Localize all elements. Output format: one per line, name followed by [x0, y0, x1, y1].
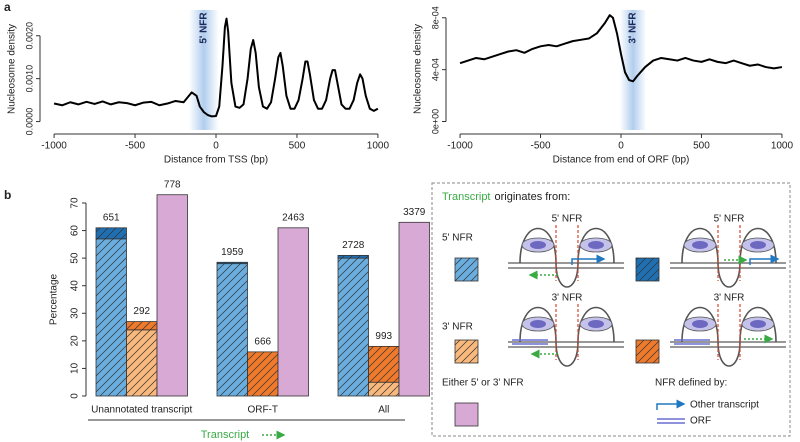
x-tick-label: -500 — [531, 141, 551, 152]
nfr-label: 5' NFR — [198, 12, 209, 44]
legend-swatch — [635, 257, 660, 282]
x-tick-label: 0 — [618, 141, 624, 152]
x-tick-label: -1000 — [41, 141, 67, 152]
count-label: 1959 — [221, 247, 244, 258]
dna-loop — [519, 227, 615, 288]
panel-label: a — [4, 0, 11, 14]
key-label: Other transcript — [690, 400, 759, 411]
other-transcript-arrow — [571, 254, 606, 265]
density-line — [53, 17, 379, 118]
y-tick-label: 8e-04 — [430, 6, 440, 29]
title-highlight: Transcript — [442, 191, 491, 203]
x-axis-label: Distance from end of ORF (bp) — [553, 155, 690, 166]
x-axis-label: Transcript — [201, 429, 250, 441]
y-tick-label: 40 — [70, 280, 81, 292]
count-label: 666 — [254, 337, 271, 348]
key-title: NFR defined by: — [655, 378, 727, 389]
bar-segment — [216, 263, 248, 397]
x-tick-label: 1000 — [367, 141, 390, 152]
bar-segment — [398, 221, 430, 397]
nucleosome-core — [530, 241, 546, 249]
glyph-label: 3' NFR — [714, 293, 745, 304]
dna-loop — [519, 306, 615, 367]
density-line — [459, 14, 783, 83]
y-tick-label: 0e+00 — [430, 109, 440, 134]
nucleosome-core — [692, 320, 708, 328]
nfr-label: 3' NFR — [628, 12, 639, 44]
diagram-title: Transcript originates from: — [442, 191, 570, 203]
x-tick-label: 1000 — [771, 141, 794, 152]
bar-segment — [216, 261, 248, 265]
other-transcript-arrow — [749, 254, 780, 265]
y-tick-label: 0.0000 — [24, 108, 34, 136]
legend-label: Either 5' or 3' NFR — [442, 378, 524, 389]
legend-label: 5' NFR — [442, 233, 473, 244]
x-tick-label: 0 — [213, 141, 219, 152]
nucleosome-core — [750, 241, 766, 249]
y-tick-label: 20 — [70, 335, 81, 347]
bar-segment — [247, 351, 279, 397]
nfr-band — [188, 10, 219, 130]
key-arrow — [656, 399, 686, 410]
nucleosome-core — [530, 320, 546, 328]
nucleosome-core — [750, 320, 766, 328]
count-label: 651 — [103, 212, 120, 223]
y-tick-label: 0.0020 — [24, 22, 34, 50]
bar-segment — [277, 227, 309, 397]
y-tick-label: 4e-04 — [430, 58, 440, 81]
bar-segment — [368, 381, 400, 397]
nucleosome-core — [588, 241, 604, 249]
y-tick-label: 30 — [70, 307, 81, 319]
y-tick-label: 10 — [70, 362, 81, 374]
bar-segment — [156, 194, 188, 397]
panel-label: b — [4, 188, 11, 202]
count-label: 778 — [164, 179, 181, 190]
bar-segment — [337, 257, 369, 397]
bar-segment — [337, 254, 369, 259]
x-tick-label: 500 — [289, 141, 306, 152]
count-label: 2728 — [342, 240, 365, 251]
title-rest: originates from: — [495, 191, 571, 203]
y-axis-label: Percentage — [49, 273, 60, 325]
legend-swatch — [454, 402, 479, 427]
legend-swatch — [635, 339, 660, 364]
count-label: 292 — [133, 306, 150, 317]
bar-segment — [126, 329, 158, 397]
nucleosome-core — [692, 241, 708, 249]
count-label: 3379 — [403, 207, 426, 218]
legend-swatch — [454, 257, 479, 282]
x-tick-label: Unannotated transcript — [91, 405, 192, 416]
legend-label: 3' NFR — [442, 322, 473, 333]
bar-segment — [126, 321, 158, 331]
glyph-label: 5' NFR — [552, 214, 583, 225]
x-tick-label: All — [378, 405, 389, 416]
x-axis-label: Distance from TSS (bp) — [164, 155, 268, 166]
y-axis-label: Nucleosome density — [7, 24, 18, 114]
x-tick-label: 500 — [693, 141, 710, 152]
y-tick-label: 60 — [70, 225, 81, 237]
glyph-label: 5' NFR — [714, 214, 745, 225]
glyph-label: 3' NFR — [552, 293, 583, 304]
x-tick-label: -1000 — [447, 141, 473, 152]
y-tick-label: 0 — [70, 393, 81, 399]
x-tick-label: ORF-T — [247, 405, 278, 416]
dna-loop — [681, 306, 777, 367]
count-label: 2463 — [282, 212, 305, 223]
bar-segment — [95, 227, 127, 240]
key-label: ORF — [690, 416, 711, 427]
y-tick-label: 50 — [70, 252, 81, 264]
legend-box — [431, 182, 791, 437]
bar-segment — [95, 238, 127, 397]
nucleosome-core — [588, 320, 604, 328]
bar-segment — [368, 345, 400, 383]
y-axis-label: Nucleosome density — [413, 24, 424, 114]
count-label: 993 — [375, 331, 392, 342]
legend-swatch — [454, 339, 479, 364]
y-tick-label: 0.0010 — [24, 65, 34, 93]
y-tick-label: 70 — [70, 197, 81, 209]
x-tick-label: -500 — [125, 141, 145, 152]
dna-loop — [681, 227, 777, 288]
